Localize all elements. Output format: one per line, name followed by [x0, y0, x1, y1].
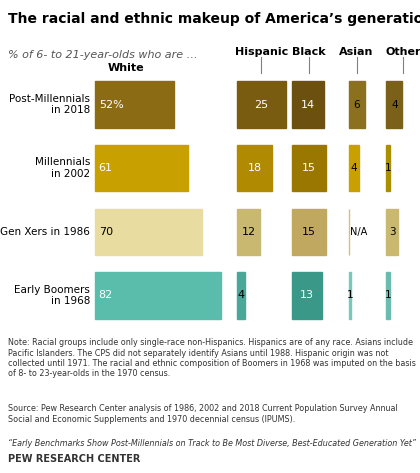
- Text: 18: 18: [248, 163, 262, 173]
- Text: The racial and ethnic makeup of America’s generations: The racial and ethnic makeup of America’…: [8, 12, 420, 26]
- Text: 52%: 52%: [99, 100, 123, 110]
- Text: 12: 12: [242, 227, 256, 237]
- Text: 4: 4: [351, 163, 357, 173]
- Bar: [292, 209, 326, 255]
- Text: Gen Xers in 1986: Gen Xers in 1986: [0, 227, 90, 237]
- Text: 6: 6: [353, 100, 360, 110]
- Bar: [237, 145, 272, 192]
- Bar: [349, 145, 359, 192]
- Bar: [237, 81, 286, 128]
- Bar: [386, 272, 391, 318]
- Bar: [237, 272, 245, 318]
- Text: Post-Millennials
in 2018: Post-Millennials in 2018: [9, 94, 90, 115]
- Bar: [94, 209, 202, 255]
- Text: Millennials
in 2002: Millennials in 2002: [35, 158, 90, 179]
- Text: 15: 15: [302, 227, 316, 237]
- Bar: [292, 81, 324, 128]
- Text: Black: Black: [292, 47, 326, 57]
- Text: Note: Racial groups include only single-race non-Hispanics. Hispanics are of any: Note: Racial groups include only single-…: [8, 338, 416, 378]
- Text: 82: 82: [99, 290, 113, 300]
- Text: PEW RESEARCH CENTER: PEW RESEARCH CENTER: [8, 455, 141, 464]
- Bar: [292, 145, 326, 192]
- Text: White: White: [108, 63, 144, 73]
- Bar: [386, 209, 399, 255]
- Text: Asian: Asian: [339, 47, 374, 57]
- Text: N/A: N/A: [350, 227, 368, 237]
- Text: 1: 1: [385, 290, 392, 300]
- Bar: [94, 81, 174, 128]
- Text: Early Boomers
in 1968: Early Boomers in 1968: [14, 285, 90, 306]
- Text: 1: 1: [346, 290, 353, 300]
- Bar: [386, 81, 402, 128]
- Bar: [292, 272, 322, 318]
- Text: 61: 61: [99, 163, 113, 173]
- Text: 1: 1: [385, 163, 392, 173]
- Text: 4: 4: [238, 290, 245, 300]
- Bar: [237, 209, 260, 255]
- Text: % of 6- to 21-year-olds who are …: % of 6- to 21-year-olds who are …: [8, 50, 198, 60]
- Text: 13: 13: [300, 290, 314, 300]
- Text: 70: 70: [99, 227, 113, 237]
- Text: 15: 15: [302, 163, 316, 173]
- Bar: [349, 81, 365, 128]
- Text: 3: 3: [389, 227, 396, 237]
- Text: 14: 14: [301, 100, 315, 110]
- Text: Source: Pew Research Center analysis of 1986, 2002 and 2018 Current Population S: Source: Pew Research Center analysis of …: [8, 404, 398, 424]
- Bar: [386, 145, 391, 192]
- Bar: [94, 272, 220, 318]
- Text: 4: 4: [391, 100, 398, 110]
- Text: Other: Other: [385, 47, 420, 57]
- Text: “Early Benchmarks Show Post-Millennials on Track to Be Most Diverse, Best-Educat: “Early Benchmarks Show Post-Millennials …: [8, 439, 416, 448]
- Bar: [94, 145, 188, 192]
- Bar: [349, 272, 351, 318]
- Text: 25: 25: [255, 100, 268, 110]
- Text: Hispanic: Hispanic: [235, 47, 288, 57]
